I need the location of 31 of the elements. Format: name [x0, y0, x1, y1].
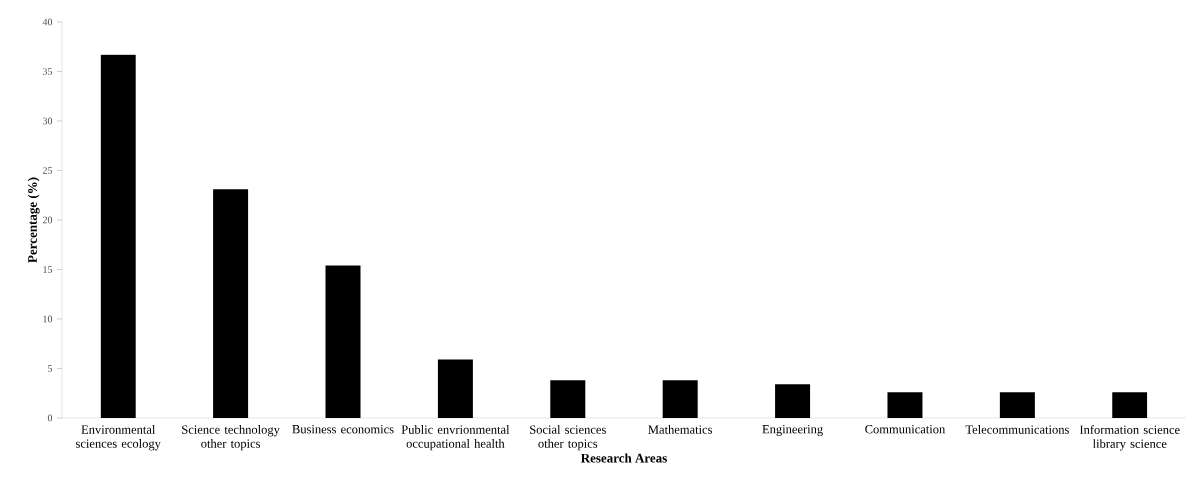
- x-tick-label: Communication: [865, 425, 946, 434]
- x-tick-label: Public envrionmental occupational health: [401, 425, 510, 451]
- bar: [887, 392, 923, 418]
- y-tick-label: 35: [42, 68, 53, 75]
- bar: [325, 265, 361, 418]
- x-tick-label: Mathematics: [648, 425, 713, 434]
- y-tick-label: 10: [43, 315, 53, 323]
- y-tick-label: 20: [42, 216, 53, 224]
- y-tick-label: 25: [42, 167, 53, 174]
- y-tick-label: 30: [42, 117, 53, 125]
- x-tick-label: Information science library science: [1079, 425, 1180, 451]
- bar: [550, 380, 586, 418]
- bar: [662, 380, 698, 418]
- bar: [213, 189, 249, 418]
- bar: [100, 54, 136, 418]
- y-axis-title: Percentage (%): [27, 177, 40, 263]
- x-tick-label: Business economics: [292, 425, 394, 434]
- bar: [999, 392, 1035, 418]
- y-tick-label: 40: [42, 18, 53, 26]
- x-tick-label: Environmental sciences ecology: [76, 425, 161, 451]
- x-tick-label: Social sciences other topics: [530, 425, 606, 451]
- y-tick-label: 0: [47, 414, 53, 422]
- x-tick-label: Engineering: [762, 425, 823, 436]
- x-axis-title: Research Areas: [580, 453, 667, 463]
- y-tick-label: 15: [43, 266, 53, 273]
- x-tick-label: Telecommunications: [965, 425, 1069, 434]
- bar: [1112, 392, 1148, 418]
- bar: [775, 384, 811, 418]
- x-tick-label: Science technology other topics: [182, 425, 280, 451]
- y-tick-label: 5: [48, 365, 53, 372]
- bar: [437, 359, 473, 418]
